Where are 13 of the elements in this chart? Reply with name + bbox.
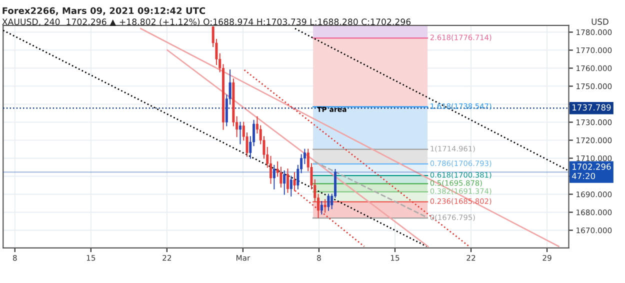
candlestick	[238, 122, 242, 144]
candlestick	[290, 176, 292, 197]
y-axis-title: USD	[592, 18, 608, 25]
candlestick	[286, 168, 289, 193]
chart-title: Forex2266, Mars 09, 2021 09:12:42 UTC	[2, 7, 206, 16]
ref-line-label: 1702.296 47:20	[572, 164, 611, 180]
candlestick	[327, 194, 330, 211]
candlestick	[283, 170, 286, 195]
candlestick	[324, 199, 326, 213]
chart-subtitle: XAUUSD, 240 1702.296 ▲ +18.802 (+1.12%) O:1688.974 H:1703.739 L:1688.280 C:1702.296	[2, 18, 411, 26]
ref-line-label: 1737.789	[572, 104, 611, 111]
candlestick	[320, 200, 323, 215]
candlestick	[272, 164, 276, 190]
